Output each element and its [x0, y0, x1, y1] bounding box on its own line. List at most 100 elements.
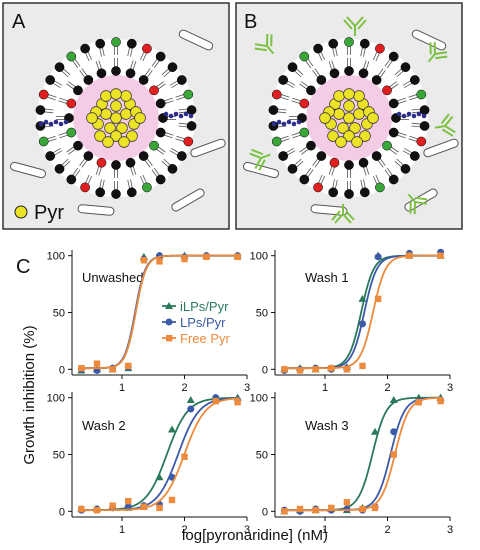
- data-point: [181, 255, 188, 263]
- lipid-head: [359, 187, 370, 198]
- x-tick-label: 1: [322, 382, 328, 394]
- lipid-head: [149, 85, 159, 96]
- data-point: [234, 253, 241, 261]
- y-tick-label: 50: [256, 450, 268, 462]
- lipid-head: [126, 187, 137, 198]
- lipid-head: [138, 75, 149, 85]
- panel-a-liposome-diagram: A Pyr: [2, 2, 230, 230]
- lipid-head: [271, 89, 282, 100]
- antibody-icon: [434, 113, 456, 137]
- lipid-head: [268, 105, 279, 115]
- y-tick-label: 100: [250, 393, 268, 405]
- subplot-wash-2: 0 50 100 1 2 3 Wash 2: [47, 392, 250, 536]
- lipid-head: [155, 98, 166, 109]
- y-tick-label: 100: [250, 251, 268, 263]
- lipid-head: [419, 105, 430, 115]
- data-point: [124, 503, 132, 511]
- antibody-icon: [407, 193, 428, 215]
- y-tick-label: 50: [53, 450, 65, 462]
- panel-b-label: B: [244, 11, 257, 33]
- data-point: [359, 505, 366, 513]
- x-tick-label: 1: [119, 524, 125, 536]
- panel-a-label: A: [12, 11, 26, 33]
- panel-c-label: C: [16, 256, 30, 278]
- antibody-icon: [343, 16, 367, 36]
- lipid-head: [313, 182, 323, 193]
- series-free-pyr: [281, 252, 444, 374]
- outer-leaflet: [268, 37, 430, 199]
- lipid-head: [306, 140, 316, 151]
- lipid-head: [186, 121, 197, 131]
- data-point: [371, 504, 379, 512]
- subplot-wash-1: 0 50 100 1 2 3 Wash 1: [250, 248, 453, 394]
- lipid-head: [287, 164, 298, 174]
- data-point: [312, 366, 319, 373]
- lipid-head: [299, 127, 310, 138]
- series-free-pyr: [281, 396, 444, 515]
- lipid-head: [371, 75, 382, 85]
- lipid-head: [329, 68, 340, 79]
- lipid-head: [111, 37, 121, 47]
- panel-b-liposome-diagram: B: [235, 2, 463, 230]
- lipid-head: [176, 151, 187, 161]
- lipid-head: [409, 151, 420, 161]
- data-point: [109, 502, 116, 509]
- lipid-head: [183, 136, 194, 147]
- series-free-pyr: [78, 397, 241, 514]
- x-axis-title: log[pyronaridine] (nM): [182, 527, 328, 544]
- y-tick-label: 0: [262, 506, 268, 518]
- lipid-head: [66, 51, 77, 62]
- subplot-wash-3: 0 50 100 1 2 3 Wash 3: [250, 392, 453, 536]
- data-point: [181, 453, 188, 460]
- legend-label: iLPs/Pyr: [180, 299, 229, 314]
- data-point: [156, 504, 163, 512]
- lipid-head: [419, 121, 430, 131]
- x-tick-label: 2: [384, 382, 390, 394]
- fit-curve: [79, 254, 240, 370]
- peg-linkers: [38, 111, 194, 127]
- antibodies: [249, 16, 456, 224]
- lipid-head: [96, 157, 107, 168]
- data-point: [109, 366, 116, 373]
- data-point: [359, 320, 366, 328]
- legend-item: LPs/Pyr: [162, 315, 226, 330]
- data-point: [140, 257, 148, 264]
- lipid-head: [155, 174, 166, 185]
- lipid-head: [313, 43, 323, 54]
- data-point: [187, 405, 195, 413]
- y-tick-label: 50: [256, 308, 268, 320]
- data-point: [371, 427, 379, 435]
- y-axis-title: Growth inhibition (%): [21, 325, 38, 464]
- subplot-title: Wash 1: [305, 270, 349, 285]
- data-point: [328, 364, 335, 372]
- lipid-head: [287, 62, 298, 72]
- x-tick-label: 3: [447, 382, 453, 394]
- lipid-head: [95, 187, 106, 198]
- lipid-head: [328, 38, 339, 49]
- lipid-head: [388, 127, 399, 138]
- data-point: [374, 253, 382, 261]
- data-point: [168, 496, 176, 504]
- x-tick-label: 2: [384, 524, 390, 536]
- lipid-head: [83, 151, 94, 161]
- membrane-fragments: [9, 29, 226, 216]
- data-point: [234, 399, 241, 406]
- fit-curve: [79, 397, 240, 512]
- lipid-head: [278, 75, 289, 85]
- data-point: [212, 397, 219, 405]
- data-point: [168, 425, 176, 433]
- data-point: [281, 366, 288, 373]
- data-point: [156, 258, 163, 265]
- lipid-head: [329, 157, 340, 168]
- lipid-head: [416, 89, 427, 100]
- legend-item: Free Pyr: [162, 331, 231, 346]
- lipid-head: [183, 89, 194, 100]
- data-point: [437, 252, 444, 259]
- antibody-icon: [331, 204, 355, 224]
- pyronaridine-particles: [86, 88, 146, 148]
- lipid-head: [80, 43, 90, 54]
- lipid-head: [416, 136, 427, 147]
- inner-leaflet: [297, 66, 401, 170]
- lipid-head: [66, 98, 77, 109]
